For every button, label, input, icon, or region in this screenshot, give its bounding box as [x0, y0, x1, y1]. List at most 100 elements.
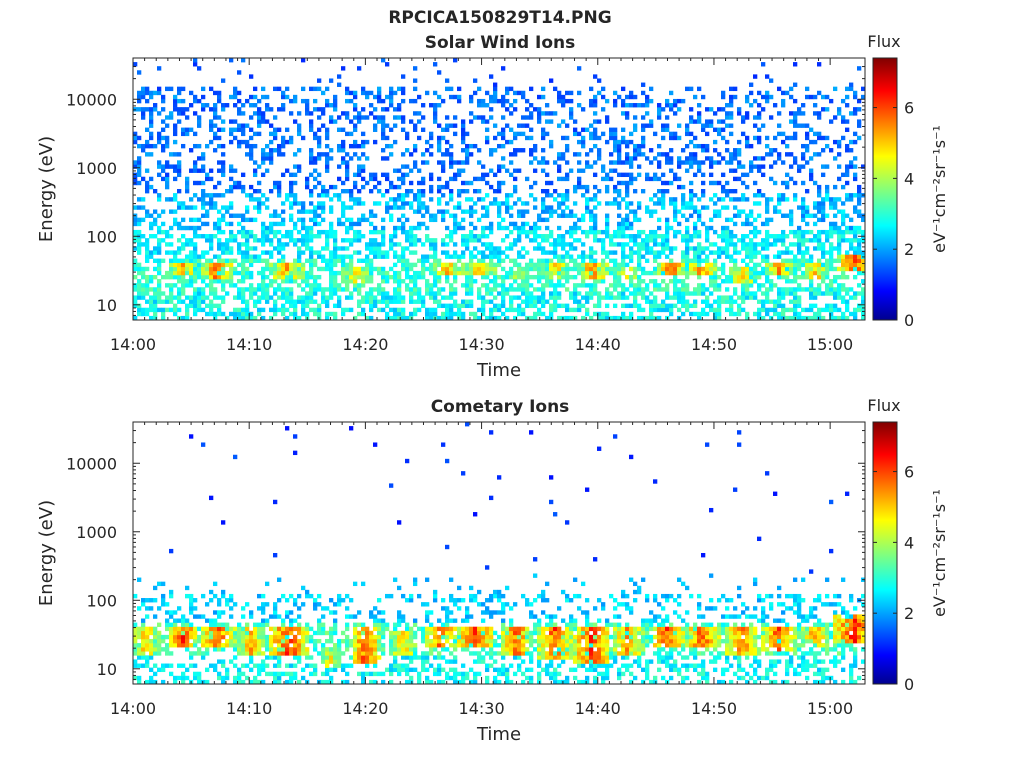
heatmap-cell — [845, 258, 850, 263]
heatmap-cell — [261, 193, 266, 198]
heatmap-cell — [621, 270, 626, 276]
heatmap-cell — [185, 115, 190, 120]
heatmap-cell — [649, 213, 654, 218]
heatmap-cell — [793, 258, 798, 263]
heatmap-cell — [641, 307, 646, 313]
heatmap-cell — [293, 274, 298, 280]
heatmap-cell — [477, 115, 482, 120]
heatmap-cell — [681, 160, 686, 165]
heatmap-cell — [801, 213, 806, 218]
heatmap-cell — [305, 238, 310, 243]
heatmap-cell — [713, 283, 718, 288]
heatmap-cell — [485, 266, 490, 272]
heatmap-cell — [205, 266, 210, 272]
heatmap-cell — [453, 303, 458, 309]
heatmap-cell — [561, 119, 566, 124]
heatmap-cell — [133, 315, 138, 321]
heatmap-cell — [217, 229, 222, 235]
heatmap-cell — [565, 279, 570, 284]
heatmap-cell — [805, 238, 810, 243]
heatmap-cell — [149, 107, 154, 112]
colorbar-tick-label: 0 — [904, 311, 914, 330]
heatmap-cell — [153, 143, 158, 149]
heatmap-cell — [501, 98, 506, 104]
heatmap-cell — [141, 643, 146, 648]
heatmap-cell — [525, 295, 530, 300]
heatmap-cell — [629, 291, 634, 296]
heatmap-cell — [357, 143, 362, 149]
heatmap-cell — [293, 221, 298, 227]
heatmap-cell — [529, 103, 534, 108]
heatmap-cell — [149, 647, 154, 652]
heatmap-cell — [273, 234, 278, 239]
heatmap-cell — [337, 197, 342, 202]
heatmap-cell — [521, 225, 526, 231]
heatmap-cell — [397, 270, 402, 276]
heatmap-cell — [633, 152, 638, 157]
heatmap-cell — [785, 262, 790, 268]
heatmap-cell — [805, 123, 810, 128]
heatmap-cell — [521, 246, 526, 251]
heatmap-cell — [721, 156, 726, 161]
heatmap-cell — [861, 262, 866, 268]
heatmap-cell — [217, 225, 222, 231]
heatmap-cell — [729, 242, 734, 247]
heatmap-cell — [237, 107, 242, 112]
heatmap-cell — [845, 164, 850, 169]
heatmap-cell — [861, 315, 866, 321]
heatmap-cell — [605, 315, 610, 321]
heatmap-cell — [385, 295, 390, 300]
heatmap-cell — [345, 160, 350, 165]
heatmap-cell — [797, 287, 802, 292]
heatmap-cell — [217, 258, 222, 263]
heatmap-cell — [369, 274, 374, 280]
heatmap-cell — [365, 90, 370, 96]
heatmap-cell — [853, 172, 858, 178]
heatmap-cell — [601, 86, 606, 92]
heatmap-cell — [773, 303, 778, 309]
heatmap-cell — [213, 270, 218, 276]
heatmap-cell — [357, 221, 362, 227]
heatmap-cell — [565, 270, 570, 276]
heatmap-cell — [353, 184, 358, 190]
heatmap-cell — [265, 266, 270, 272]
heatmap-cell — [313, 287, 318, 292]
heatmap-cell — [329, 287, 334, 292]
x-tick-label: 14:50 — [691, 335, 737, 354]
heatmap-cell — [765, 254, 770, 259]
heatmap-cell — [833, 307, 838, 313]
heatmap-cell — [589, 123, 594, 128]
heatmap-cell — [409, 299, 414, 304]
heatmap-cell — [401, 295, 406, 300]
heatmap-cell — [441, 266, 446, 272]
heatmap-cell — [489, 221, 494, 227]
heatmap-cell — [729, 274, 734, 280]
heatmap-cell — [425, 307, 430, 313]
heatmap-cell — [657, 315, 662, 321]
heatmap-cell — [549, 262, 554, 268]
heatmap-cell — [417, 205, 422, 210]
heatmap-cell — [261, 148, 266, 153]
heatmap-cell — [189, 254, 194, 259]
heatmap-cell — [261, 315, 266, 321]
heatmap-cell — [785, 197, 790, 202]
heatmap-cell — [701, 246, 706, 251]
heatmap-cell — [617, 152, 622, 157]
heatmap-cell — [337, 193, 342, 198]
heatmap-cell — [173, 221, 178, 227]
heatmap-cell — [645, 238, 650, 243]
heatmap-cell — [341, 279, 346, 284]
heatmap-cell — [765, 299, 770, 304]
heatmap-cell — [249, 143, 254, 149]
heatmap-cell — [201, 270, 206, 276]
heatmap-cell — [773, 205, 778, 210]
heatmap-cell — [769, 94, 774, 100]
heatmap-cell — [677, 291, 682, 296]
heatmap-cell — [341, 180, 346, 186]
heatmap-cell — [289, 139, 294, 145]
heatmap-cell — [789, 242, 794, 247]
heatmap-cell — [425, 287, 430, 292]
heatmap-cell — [809, 274, 814, 280]
heatmap-cell — [197, 225, 202, 231]
heatmap-cell — [849, 258, 854, 263]
